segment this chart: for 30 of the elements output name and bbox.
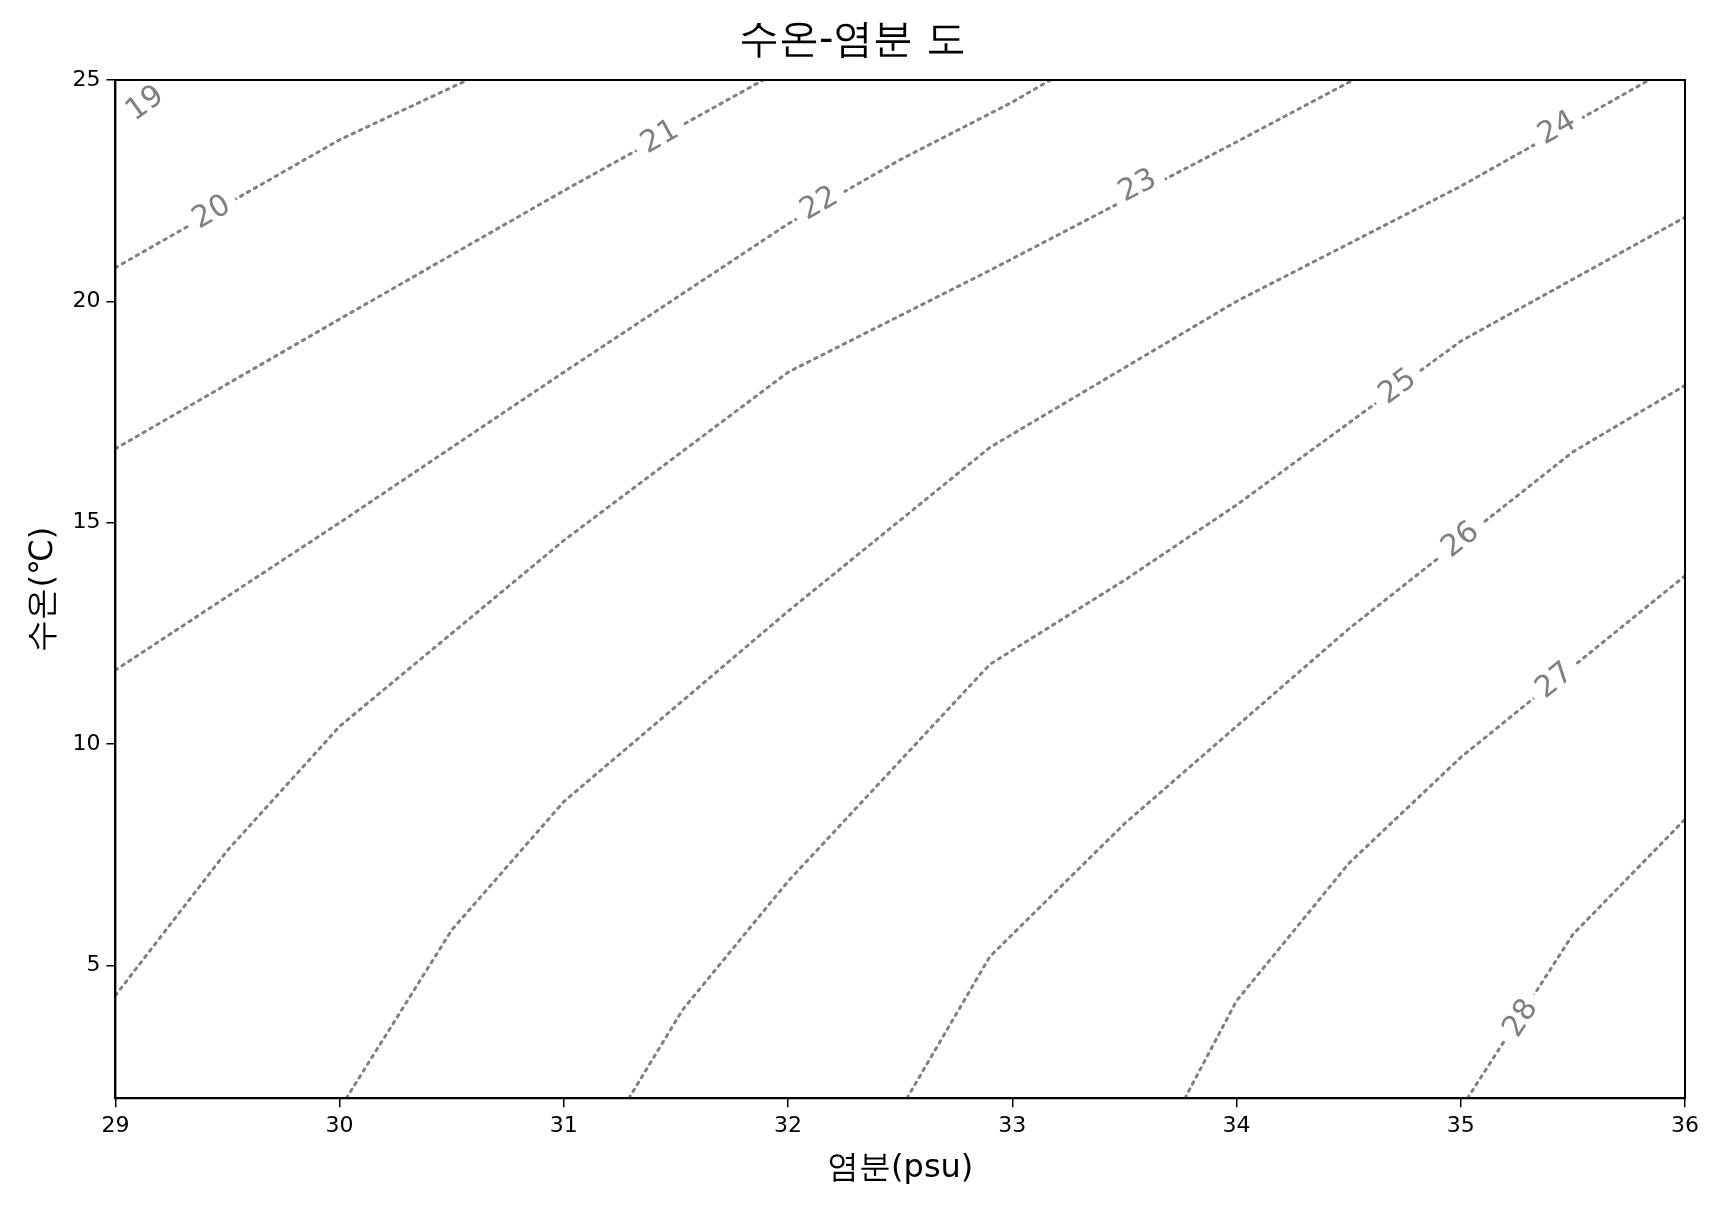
line-series — [115, 80, 765, 451]
x-tick-label: 36 — [1671, 1112, 1699, 1138]
y-tick-label: 20 — [72, 287, 101, 313]
line-series — [344, 80, 1651, 1099]
line-series — [115, 80, 1052, 672]
annotation: 23 — [1111, 159, 1162, 209]
y-tick-label: 15 — [72, 508, 101, 534]
y-tick-label: 10 — [72, 729, 101, 755]
annotation: 21 — [633, 110, 685, 160]
annotation: 24 — [1530, 101, 1582, 151]
x-tick-label: 30 — [325, 1112, 354, 1138]
annotation: 26 — [1433, 512, 1485, 564]
line-series — [1183, 574, 1685, 1099]
x-tick-label: 34 — [1222, 1112, 1251, 1138]
x-tick-label: 31 — [549, 1112, 578, 1138]
x-tick-label: 29 — [101, 1112, 130, 1138]
annotation: 22 — [792, 176, 844, 227]
x-axis-title: 염분(psu) — [827, 1147, 974, 1186]
x-tick-label: 32 — [774, 1112, 803, 1138]
y-axis-title: 수온(℃) — [21, 526, 60, 652]
chart-title: 수온-염분 도 — [738, 15, 967, 62]
x-tick-label: 33 — [998, 1112, 1027, 1138]
x-tick-label: 35 — [1446, 1112, 1475, 1138]
y-tick-label: 5 — [86, 951, 101, 977]
annotation: 28 — [1494, 991, 1545, 1043]
annotation: 19 — [118, 76, 170, 128]
y-tick-label: 25 — [72, 65, 101, 91]
annotation: 27 — [1527, 653, 1580, 705]
annotation: 20 — [185, 185, 236, 236]
annotation: 25 — [1370, 359, 1423, 411]
